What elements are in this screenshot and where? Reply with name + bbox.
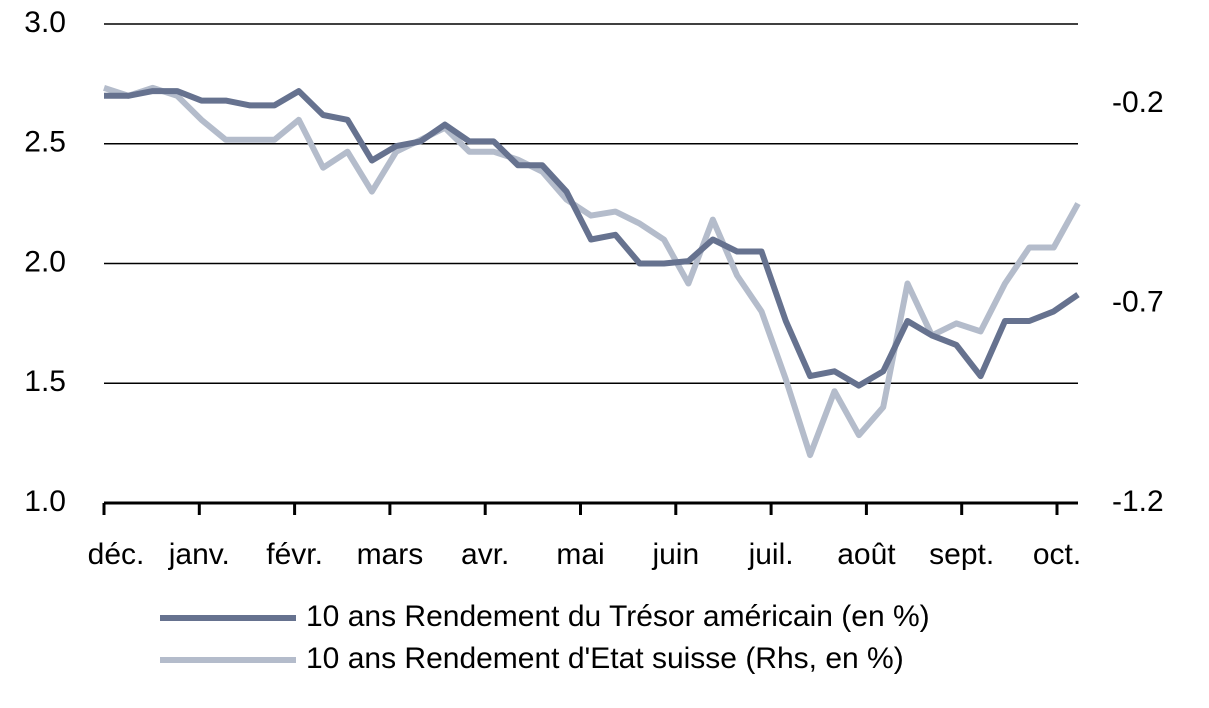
y-tick-label: 1.5	[24, 365, 66, 398]
series-line	[104, 88, 1080, 389]
y2-tick-label: -0.2	[1112, 86, 1164, 119]
x-tick-label: avr.	[461, 538, 509, 571]
x-tick-label: août	[837, 538, 896, 571]
x-tick-label: mars	[357, 538, 424, 571]
x-tick-label: mai	[556, 538, 604, 571]
y-tick-label: 3.0	[24, 6, 66, 39]
x-tick-label: oct.	[1033, 538, 1081, 571]
y2-tick-label: -0.7	[1112, 285, 1164, 318]
y-tick-label: 1.0	[24, 485, 66, 518]
x-tick-label: févr.	[266, 538, 323, 571]
legend-label: 10 ans Rendement du Trésor américain (en…	[306, 600, 930, 633]
x-tick-label: déc.	[88, 538, 145, 571]
x-tick-label: juin	[651, 538, 699, 571]
series-line	[103, 84, 1081, 459]
y2-tick-label: -1.2	[1112, 485, 1164, 518]
y-tick-label: 2.5	[24, 126, 66, 159]
x-tick-label: juil.	[748, 538, 794, 571]
x-tick-label: janv.	[168, 538, 230, 571]
x-tick-label: sept.	[929, 538, 994, 571]
legend-label: 10 ans Rendement d'Etat suisse (Rhs, en …	[306, 642, 904, 675]
y-tick-label: 2.0	[24, 245, 66, 278]
